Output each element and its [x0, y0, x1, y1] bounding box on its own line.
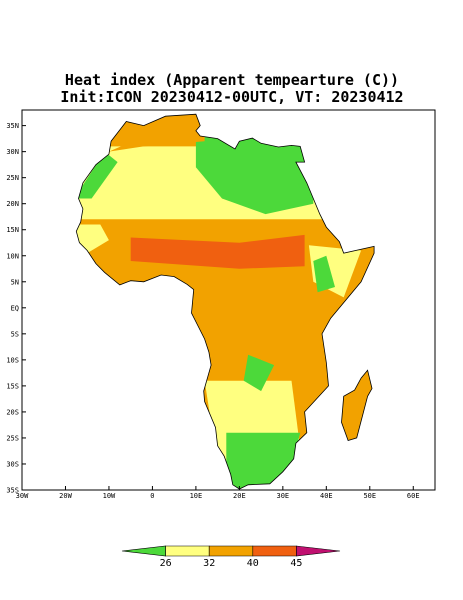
- y-tick-label: 25S: [6, 434, 19, 442]
- heat-region: [313, 255, 335, 293]
- y-tick-label: 25N: [6, 174, 19, 182]
- colorbar-swatch: [252, 545, 297, 557]
- y-tick-label: 15N: [6, 226, 19, 234]
- x-tick-label: 50E: [363, 492, 376, 500]
- heat-region: [226, 432, 301, 489]
- colorbar-label: 40: [247, 558, 259, 569]
- y-tick-label: 30N: [6, 148, 19, 156]
- colorbar-swatch: [165, 545, 210, 557]
- y-tick-label: EQ: [11, 304, 19, 312]
- x-tick-label: 10E: [190, 492, 203, 500]
- map-frame: [21, 109, 436, 491]
- colorbar-swatch: [121, 545, 166, 557]
- x-tick-label: 40E: [320, 492, 333, 500]
- y-tick-label: 15S: [6, 382, 19, 390]
- y-tick-label: 35N: [6, 122, 19, 130]
- subtitle: Init:ICON 20230412-00UTC, VT: 20230412: [60, 88, 403, 106]
- heat-region: [76, 151, 118, 199]
- colorbar-label: 32: [203, 558, 215, 569]
- heat-region: [130, 234, 305, 269]
- colorbar-label: 26: [160, 558, 172, 569]
- madagascar: [341, 369, 373, 441]
- colorbar-swatch: [208, 545, 254, 557]
- heat-region: [243, 354, 275, 392]
- colorbar-swatch: [296, 545, 341, 557]
- x-tick-label: 30W: [16, 492, 29, 500]
- y-tick-label: 20N: [6, 200, 19, 208]
- heat-region: [108, 114, 205, 152]
- x-tick-label: 10W: [103, 492, 116, 500]
- title: Heat index (Apparent tempearture (C)): [65, 71, 399, 89]
- colorbar-label: 45: [290, 558, 302, 569]
- heat-field: [76, 114, 375, 489]
- x-tick-label: 60E: [407, 492, 420, 500]
- x-tick-label: 0: [150, 492, 154, 500]
- x-tick-label: 20W: [59, 492, 72, 500]
- y-tick-label: 20S: [6, 408, 19, 416]
- heat-region: [195, 136, 314, 215]
- coastline: [75, 113, 375, 490]
- y-tick-label: 5N: [11, 278, 19, 286]
- y-tick-label: 5S: [11, 330, 19, 338]
- y-tick-label: 35S: [6, 487, 19, 495]
- y-tick-label: 10N: [6, 252, 19, 260]
- x-tick-label: 20E: [233, 492, 246, 500]
- y-tick-label: 10S: [6, 356, 19, 364]
- x-tick-label: 30E: [277, 492, 290, 500]
- y-tick-label: 30S: [6, 460, 19, 468]
